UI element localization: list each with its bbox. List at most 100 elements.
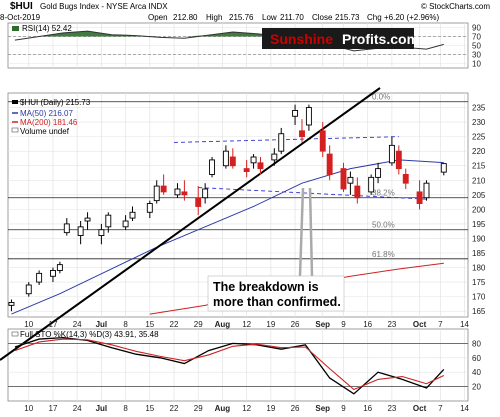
rsi-legend-text: RSI(14) 52.42 [22,24,72,33]
sto-xtick-label: Sep [315,404,330,413]
candle-body [181,191,188,196]
candle-body [305,107,312,126]
price-ytick-label: 215 [472,162,486,171]
price-ytick-label: 180 [472,264,486,273]
candle-body [195,197,202,207]
price-xtick-label: Jul [96,320,108,329]
sto-xtick-label: 16 [363,404,372,413]
price-xtick-label: 8 [123,320,128,329]
candle-body [209,159,216,175]
sto-legend-text: Full STO %K(14,3) %D(3) 43.91, 35.48 [20,330,159,339]
sto-ytick-label: 80 [472,339,481,348]
candle-body [278,133,285,152]
close-label: Close [312,13,333,22]
candle-body [105,214,112,228]
annotation-line-2: more than confirmed. [213,295,341,309]
candle-body [202,188,209,199]
annotation-box [207,275,345,312]
open-label: Open [148,13,168,22]
fib-label: 61.8% [372,250,395,259]
candle-body [77,226,84,236]
channel-upper-line [174,136,399,143]
price-ytick-label: 185 [472,249,486,258]
price-xtick-label: 23 [387,320,396,329]
sto-xtick-label: 15 [145,404,154,413]
price-ytick-label: 195 [472,220,486,229]
candle-body [440,163,447,173]
support-trend-line [0,87,381,361]
candle-body [122,220,129,228]
sto-panel [7,328,469,402]
price-legend: $HUI (Daily) 215.73 MA(50) 216.07 MA(200… [11,98,91,136]
candle-body [160,185,167,193]
candle-body [56,264,63,271]
ohlc-readout: Open 212.80 High 215.76 Low 211.70 Close… [148,13,439,22]
open-value: 212.80 [173,13,198,22]
ma50-legend-text: MA(50) 216.07 [20,109,73,118]
sto-legend-swatch [11,331,19,337]
price-layer: 0.0% 38.2% 50.0% 61.8% [0,87,468,361]
price-xtick-label: 14 [460,320,469,329]
brand-sunshine: Sunshine [270,31,333,47]
sto-legend: Full STO %K(14,3) %D(3) 43.91, 35.48 [11,330,159,339]
price-xtick-label: Oct [413,320,427,329]
rsi-ytick-label: 50 [472,42,481,51]
price-xtick-label: 15 [145,320,154,329]
candle-body [299,130,305,138]
price-ytick-label: 220 [472,147,486,156]
axes-layer: 10 10 17 17 24 24 Jul Jul 8 8 15 15 22 22 29 29 Aug Aug 12… [24,24,486,414]
candle-body [292,110,299,117]
candle-body [153,185,160,202]
sto-series-pct-d [14,338,445,391]
fib-label: 0.0% [372,93,390,102]
candle-body [98,229,105,236]
candle-body [222,150,229,167]
ma50-line [11,159,444,315]
sto-xtick-label: 9 [341,404,346,413]
candle-body [8,302,15,306]
candle-body [146,203,153,213]
candle-body [319,130,326,152]
sto-xtick-label: 8 [123,404,128,413]
low-value: 211.70 [280,13,304,22]
chg-value: +6.20 (+2.96%) [384,13,439,22]
price-ytick-label: 190 [472,234,486,243]
candle-body [229,156,236,167]
channel-lower-line [198,187,427,200]
sto-ytick-label: 40 [472,368,481,377]
candle-body [250,156,257,164]
candle-body [402,174,409,184]
sto-xtick-label: 23 [387,404,396,413]
rsi-ytick-label: 10 [472,60,481,69]
candle-body [340,168,347,190]
sto-xtick-label: 12 [242,404,251,413]
candle-body [395,150,402,170]
price-xtick-label: 26 [291,320,300,329]
sto-series-pct-k [14,336,445,395]
price-ytick-label: 225 [472,133,486,142]
sto-xtick-label: 29 [194,404,203,413]
candle-body [243,168,250,172]
sto-xtick-label: 22 [170,404,179,413]
annotation-pointer-1 [298,187,305,277]
price-xtick-label: 7 [438,320,443,329]
price-xtick-label: Sep [315,320,330,329]
price-ytick-label: 205 [472,191,486,200]
sto-xtick-label: 14 [460,404,469,413]
candle-body [375,168,382,178]
price-xtick-label: 29 [194,320,203,329]
chart-date: 8-Oct-2019 [0,13,41,22]
price-xtick-label: Aug [215,320,231,329]
price-xtick-label: 10 [24,320,33,329]
symbol: $HUI [10,1,33,12]
sto-ytick-label: 60 [472,354,481,363]
sto-xtick-label: 17 [49,404,58,413]
rsi-legend: RSI(14) 52.42 [12,24,72,33]
candle-body [368,176,375,193]
sto-xtick-label: Oct [413,404,427,413]
sto-xtick-label: 7 [438,404,443,413]
sto-xtick-label: 19 [266,404,275,413]
sto-layer [8,336,468,395]
price-legend-main: $HUI (Daily) 215.73 [20,98,91,107]
